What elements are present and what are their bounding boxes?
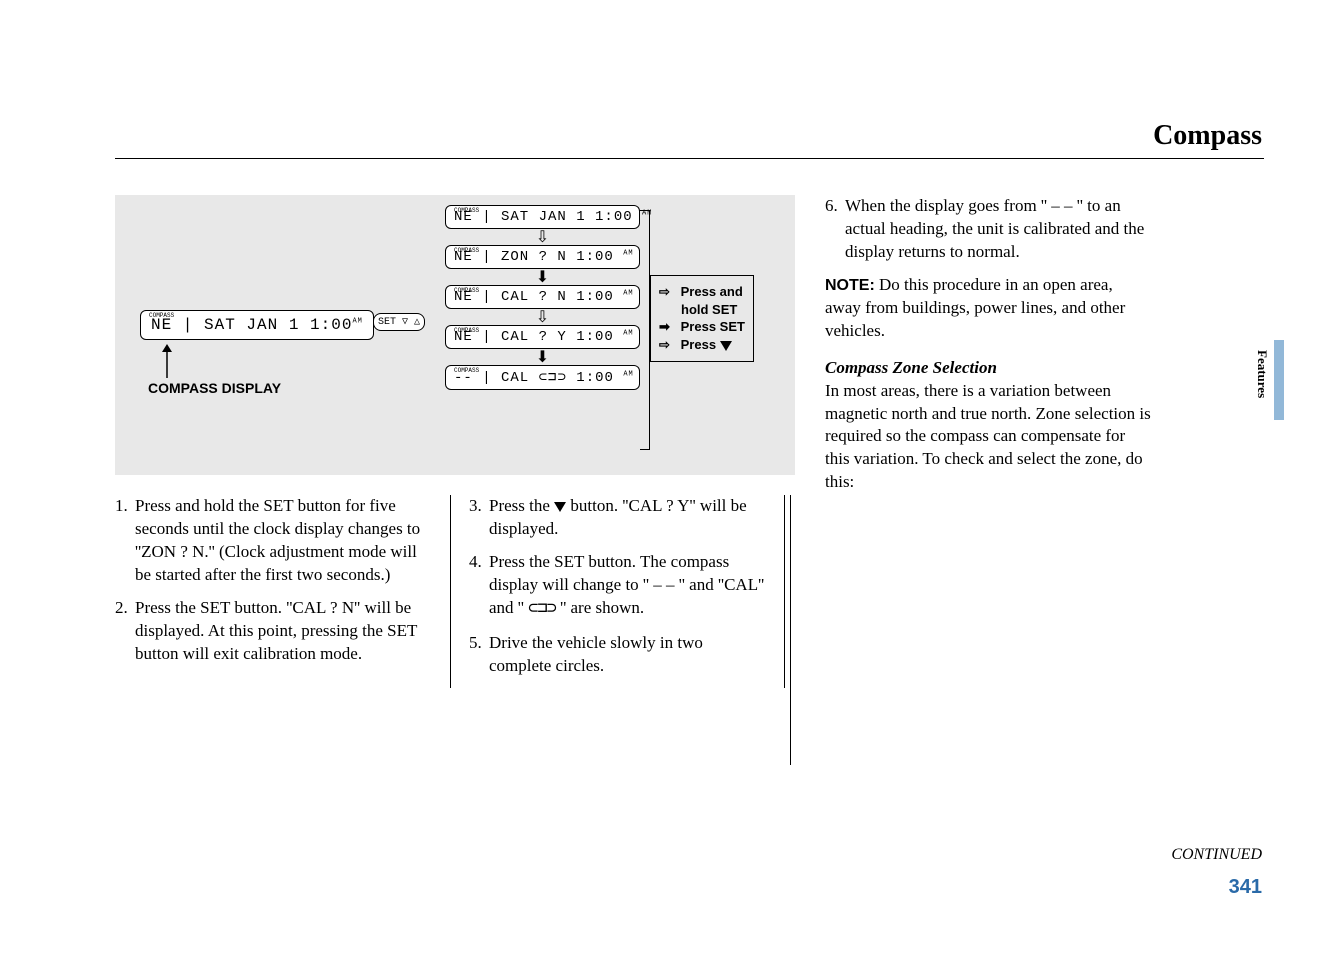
flow-arrow-solid-icon: ⬇ — [445, 351, 640, 365]
zone-selection-paragraph: In most areas, there is a variation betw… — [825, 380, 1152, 495]
arrow-right-outline-icon: ⇨ — [659, 284, 677, 300]
column-divider — [790, 495, 791, 765]
step-4: 4. Press the SET button. The compass dis… — [469, 551, 766, 622]
column-1: 1. Press and hold the SET button for fiv… — [115, 495, 450, 688]
text-columns: 1. Press and hold the SET button for fiv… — [115, 495, 785, 688]
lcd-row-3: COMPASSNE | CAL ? N 1:00 AM — [445, 285, 640, 309]
side-tab-label: Features — [1254, 350, 1270, 398]
column-2: 3. Press the button. ''CAL ? Y'' will be… — [450, 495, 785, 688]
page-title: Compass — [1153, 120, 1262, 152]
continued-label: CONTINUED — [1171, 846, 1262, 864]
compass-diagram: COMPASS NE | SAT JAN 1 1:00AM COMPASS DI… — [115, 195, 795, 475]
step-2: 2. Press the SET button. ''CAL ? N'' wil… — [115, 597, 432, 666]
step-1: 1. Press and hold the SET button for fiv… — [115, 495, 432, 587]
triangle-down-icon — [554, 502, 566, 512]
title-underline — [115, 158, 1264, 159]
note-label: NOTE: — [825, 277, 875, 294]
lcd-row-2: COMPASSNE | ZON ? N 1:00 AM — [445, 245, 640, 269]
triangle-down-icon — [720, 341, 732, 351]
lcd-flow-stack: COMPASSNE | SAT JAN 1 1:00 AM ⇩ COMPASSN… — [445, 205, 640, 392]
connector-lines — [640, 210, 650, 450]
arrow-right-outline-icon: ⇨ — [659, 337, 677, 353]
lcd-row-1: COMPASSNE | SAT JAN 1 1:00 AM — [445, 205, 640, 229]
compass-display-label: COMPASS DISPLAY — [148, 380, 281, 396]
note-paragraph: NOTE: Do this procedure in an open area,… — [825, 274, 1152, 343]
zone-selection-heading: Compass Zone Selection — [825, 357, 1152, 380]
flow-arrow-outline-icon: ⇩ — [445, 311, 640, 325]
set-buttons-display: SET ▽ △ — [373, 313, 425, 331]
flow-arrow-solid-icon: ⬇ — [445, 271, 640, 285]
compass-small-label: COMPASS — [149, 312, 174, 319]
page-number: 341 — [1229, 876, 1262, 899]
lcd-row-5: COMPASS-- | CAL ⊂⊐⊃ 1:00 AM — [445, 365, 640, 390]
annotation-box: ⇨ Press and hold SET ➡ Press SET ⇨ Press — [650, 275, 754, 362]
flow-arrow-outline-icon: ⇩ — [445, 231, 640, 245]
side-tab-color — [1274, 340, 1284, 420]
step-3: 3. Press the button. ''CAL ? Y'' will be… — [469, 495, 766, 541]
lcd-row-4: COMPASSNE | CAL ? Y 1:00 AM — [445, 325, 640, 349]
column-3: 6. When the display goes from '' – – '' … — [825, 195, 1170, 494]
cal-symbol-icon: ⊂⊐⊃ — [528, 600, 556, 619]
arrow-right-solid-icon: ➡ — [659, 319, 677, 335]
main-lcd-display: COMPASS NE | SAT JAN 1 1:00AM — [140, 310, 374, 340]
arrow-up-icon — [160, 344, 174, 378]
step-5: 5. Drive the vehicle slowly in two compl… — [469, 632, 766, 678]
step-6: 6. When the display goes from '' – – '' … — [825, 195, 1152, 264]
